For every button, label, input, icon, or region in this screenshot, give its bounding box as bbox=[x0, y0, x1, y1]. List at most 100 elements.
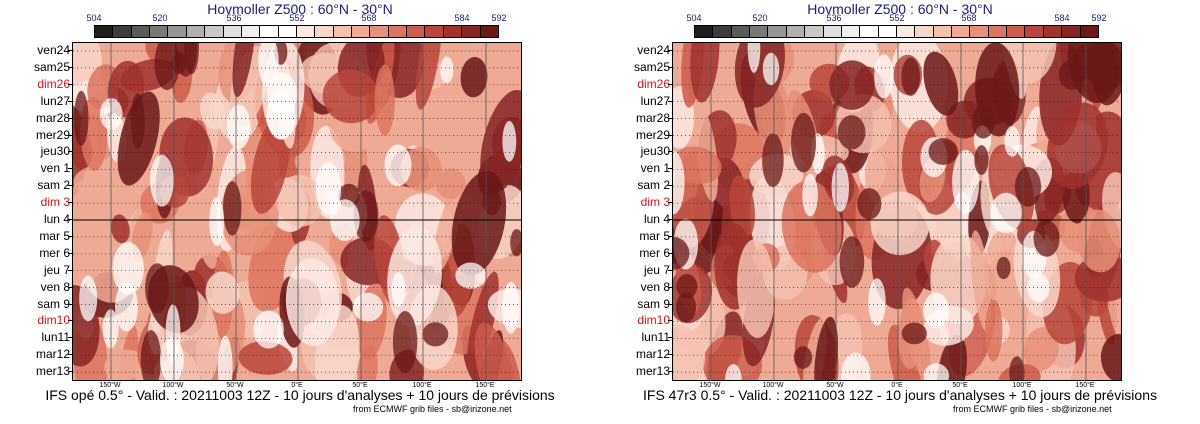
colorbar-swatch bbox=[186, 26, 206, 37]
day-tick bbox=[668, 134, 673, 136]
day-label: ven 8 bbox=[40, 279, 70, 294]
day-tick bbox=[668, 185, 673, 187]
colorbar-swatch bbox=[278, 26, 297, 37]
day-tick bbox=[68, 219, 73, 220]
day-tick bbox=[668, 269, 673, 271]
colorbar-swatch bbox=[223, 26, 242, 37]
colorbar-swatch bbox=[333, 26, 353, 37]
colorbar-swatch bbox=[1025, 26, 1044, 37]
contour-blob bbox=[174, 43, 198, 77]
contour-blob bbox=[1009, 356, 1025, 380]
contour-blob bbox=[130, 93, 145, 149]
day-tick bbox=[68, 371, 73, 373]
contour-blob bbox=[874, 54, 894, 99]
day-label: mar 5 bbox=[39, 228, 70, 243]
day-tick bbox=[668, 117, 673, 119]
longitude-tick-label: 50°E bbox=[952, 382, 968, 389]
contour-blob bbox=[793, 346, 813, 369]
chart-title: Hovmoller Z500 : 60°N - 30°N bbox=[207, 1, 393, 17]
day-label: dim10 bbox=[37, 313, 70, 328]
day-label: ven24 bbox=[637, 43, 670, 57]
colorbar-swatch bbox=[1062, 26, 1081, 37]
contour-blob bbox=[267, 72, 297, 117]
day-tick bbox=[668, 100, 673, 102]
longitude-tick-label: 100°W bbox=[162, 382, 184, 389]
day-tick bbox=[68, 269, 73, 271]
contour-blob bbox=[115, 282, 138, 332]
day-label: lun27 bbox=[40, 93, 70, 108]
colorbar-swatch bbox=[933, 26, 953, 37]
longitude-tick-label: 50°W bbox=[826, 382, 844, 389]
colorbar-swatch bbox=[896, 26, 916, 37]
longitude-tick-label: 100°E bbox=[412, 382, 432, 389]
colorbar-swatch bbox=[370, 26, 389, 37]
colorbar-swatch bbox=[150, 26, 169, 37]
contour-blob bbox=[440, 56, 454, 84]
contour-blob bbox=[984, 299, 1003, 362]
chart-caption: IFS 47r3 0.5° - Valid. : 20211003 12Z - … bbox=[643, 387, 1157, 403]
day-tick bbox=[668, 66, 673, 68]
colorbar bbox=[94, 25, 499, 38]
colorbar-tick-label: 568 bbox=[361, 13, 377, 23]
day-label: dim26 bbox=[37, 76, 70, 91]
day-tick bbox=[68, 354, 73, 356]
day-label: lun 4 bbox=[643, 212, 670, 226]
day-label: sam25 bbox=[633, 59, 670, 74]
colorbar-swatch bbox=[768, 26, 787, 37]
contour-blob bbox=[374, 64, 395, 136]
colorbar-tick-label: 592 bbox=[491, 13, 507, 23]
contour-blob bbox=[159, 337, 184, 380]
colorbar-swatch bbox=[407, 26, 426, 37]
contour-blob bbox=[104, 349, 145, 380]
day-tick bbox=[668, 219, 673, 220]
contour-blob bbox=[502, 282, 520, 334]
day-tick bbox=[668, 235, 673, 237]
day-label: mar 5 bbox=[639, 228, 670, 243]
contour-blob bbox=[474, 322, 516, 380]
day-tick bbox=[68, 83, 73, 85]
colorbar-swatch bbox=[296, 26, 316, 37]
contour-blob bbox=[392, 311, 418, 373]
colorbar-swatch bbox=[315, 26, 334, 37]
colorbar-swatch bbox=[786, 26, 806, 37]
day-tick bbox=[68, 303, 73, 305]
day-tick bbox=[68, 134, 73, 136]
longitude-tick-label: 150°W bbox=[699, 382, 721, 389]
colorbar-swatch bbox=[823, 26, 842, 37]
day-label: mer 6 bbox=[39, 245, 70, 260]
credit-text: from ECMWF grib files - sb@irizone.net bbox=[353, 404, 512, 414]
contour-blob bbox=[415, 43, 442, 110]
colorbar-swatch bbox=[750, 26, 769, 37]
colorbar-swatch bbox=[131, 26, 151, 37]
contour-blob bbox=[841, 352, 871, 380]
contour-blob bbox=[837, 115, 866, 150]
colorbar-swatch bbox=[713, 26, 732, 37]
day-tick bbox=[68, 168, 73, 170]
day-label: mer 6 bbox=[639, 245, 670, 260]
colorbar-swatch bbox=[425, 26, 444, 37]
colorbar-tick-label: 536 bbox=[226, 13, 242, 23]
colorbar-swatch bbox=[168, 26, 187, 37]
contour-blob bbox=[223, 181, 242, 236]
contour-blob bbox=[729, 175, 755, 239]
contour-blob bbox=[673, 146, 722, 185]
contour-blob bbox=[1077, 209, 1121, 273]
longitude-tick-label: 100°E bbox=[1012, 382, 1032, 389]
contour-blob bbox=[762, 133, 784, 188]
contour-blob bbox=[1100, 333, 1121, 380]
contour-blob bbox=[676, 292, 696, 323]
contour-blob bbox=[250, 116, 291, 214]
day-label: sam 2 bbox=[37, 178, 70, 193]
day-label: jeu 7 bbox=[643, 262, 670, 277]
day-tick bbox=[68, 202, 73, 204]
day-label: mar28 bbox=[35, 110, 70, 125]
day-tick bbox=[68, 151, 73, 153]
day-tick bbox=[68, 235, 73, 237]
longitude-tick-label: 50°W bbox=[226, 382, 244, 389]
contour-blob bbox=[970, 230, 992, 333]
contour-blob bbox=[253, 310, 284, 349]
day-tick bbox=[68, 286, 73, 288]
contour-blob bbox=[1002, 43, 1057, 84]
contour-blob bbox=[460, 57, 488, 98]
colorbar-tick-label: 584 bbox=[1054, 13, 1070, 23]
